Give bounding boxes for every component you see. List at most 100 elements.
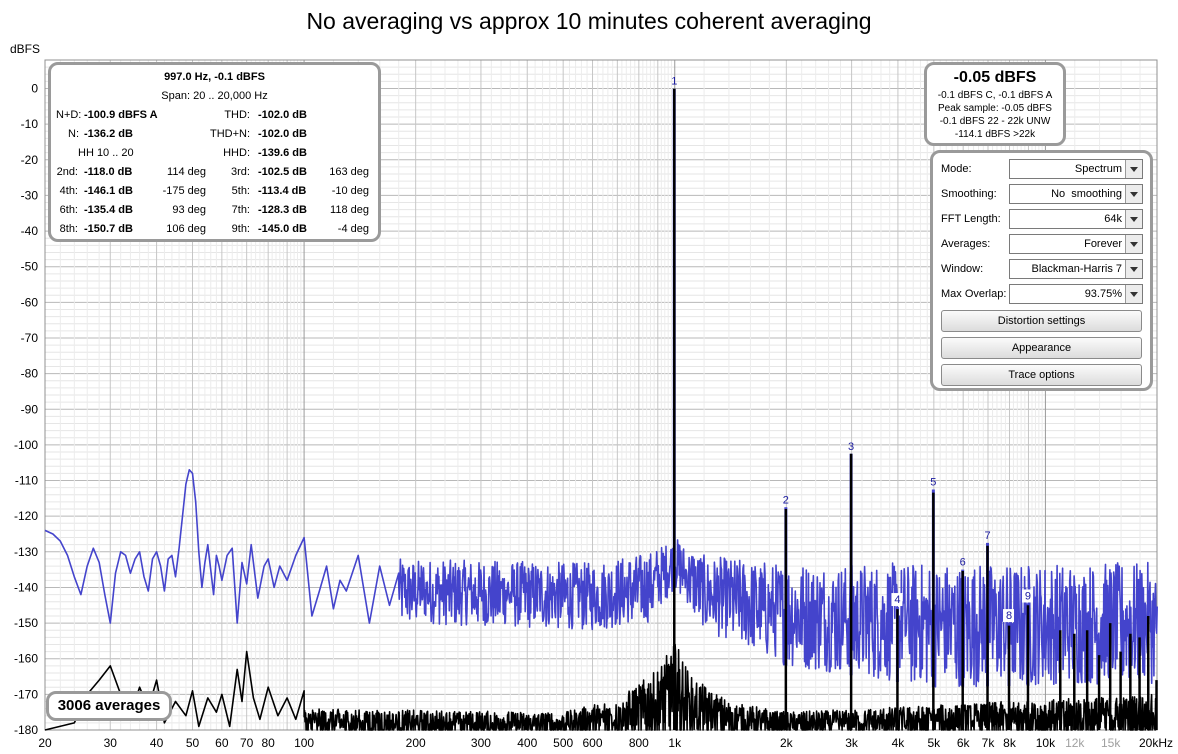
thd-value: -102.0 dB	[258, 109, 307, 121]
harmonic-marker-label: 5	[930, 476, 936, 488]
peak-level-panel: -0.05 dBFS -0.1 dBFS C, -0.1 dBFS A Peak…	[924, 62, 1066, 146]
harmonic-value: -135.4 dB	[84, 204, 133, 216]
harmonic-label: 4th:	[59, 185, 78, 197]
harmonic-label: 8th:	[59, 223, 78, 235]
hhd-label: HHD:	[223, 147, 250, 159]
x-tick-label: 600	[583, 736, 603, 750]
harmonic-marker-label: 9	[1025, 590, 1031, 602]
max-overlap-value: 93.75%	[1084, 288, 1122, 300]
y-tick-label: -120	[14, 509, 38, 523]
harmonic-label: 9th:	[231, 223, 250, 235]
harmonic-marker-label: 8	[1006, 610, 1012, 622]
appearance-button[interactable]: Appearance	[941, 337, 1142, 359]
harmonic-marker-box	[891, 593, 903, 607]
harmonic-phase: 93 deg	[172, 204, 206, 216]
fft-length-select[interactable]: 64k	[1009, 209, 1143, 229]
y-tick-label: -20	[21, 153, 39, 167]
x-tick-label: 80	[261, 736, 275, 750]
nd-value: -100.9 dBFS A	[84, 109, 158, 121]
max-overlap-row: Max Overlap: 93.75%	[941, 284, 1145, 305]
chart-title: No averaging vs approx 10 minutes cohere…	[306, 8, 872, 34]
x-tick-label: 800	[629, 736, 649, 750]
y-tick-label: -10	[21, 117, 39, 131]
mode-row: Mode: Spectrum	[941, 159, 1145, 180]
harmonic-value: -150.7 dB	[84, 223, 133, 235]
x-tick-label: 40	[150, 736, 164, 750]
peak-weighted-levels: -0.1 dBFS C, -0.1 dBFS A	[937, 90, 1053, 101]
thd-label: THD:	[224, 109, 250, 121]
averages-count-badge: 3006 averages	[46, 691, 172, 721]
averaged-trace-line	[44, 643, 1158, 731]
max-overlap-select[interactable]: 93.75%	[1009, 284, 1143, 304]
averages-select[interactable]: Forever	[1009, 234, 1143, 254]
harmonic-marker-label: 2	[783, 494, 789, 506]
y-tick-label: -100	[14, 438, 38, 452]
x-tick-label: 12k	[1065, 736, 1085, 750]
window-value: Blackman-Harris 7	[1031, 263, 1122, 275]
y-tick-label: -140	[14, 580, 38, 594]
harmonic-row: 4th: -146.1 dB -175 deg 5th: -113.4 dB -10 de…	[51, 182, 378, 201]
harmonic-phase: 118 deg	[330, 204, 369, 216]
averages-label: Averages:	[941, 238, 991, 250]
y-tick-label: -40	[21, 224, 39, 238]
distortion-settings-button[interactable]: Distortion settings	[941, 310, 1142, 332]
harmonic-markers: 1 2 3 4 5 6 7 8 9	[671, 76, 1033, 623]
averaged-trace	[44, 88, 1158, 731]
max-overlap-label: Max Overlap:	[941, 288, 1007, 300]
x-tick-label: 5k	[927, 736, 941, 750]
x-tick-label: 3k	[845, 736, 859, 750]
peak-sample-level: Peak sample: -0.05 dBFS	[938, 103, 1052, 114]
y-tick-label: -70	[21, 331, 39, 345]
fft-length-label: FFT Length:	[941, 213, 1001, 225]
stats-frequency-level: 997.0 Hz, -0.1 dBFS	[164, 71, 265, 83]
harmonic-marker-label: 1	[671, 76, 677, 88]
chevron-down-icon[interactable]	[1125, 185, 1142, 203]
stats-span: Span: 20 .. 20,000 Hz	[161, 90, 268, 102]
mode-select[interactable]: Spectrum	[1009, 159, 1143, 179]
harmonic-value: -146.1 dB	[84, 185, 133, 197]
harmonic-phase: 114 deg	[167, 166, 206, 178]
thdn-value: -102.0 dB	[258, 128, 307, 140]
trace-options-button[interactable]: Trace options	[941, 364, 1142, 386]
y-tick-label: -50	[21, 260, 39, 274]
x-tick-label: 30	[104, 736, 118, 750]
harmonic-phase: -10 deg	[331, 185, 369, 197]
window-label: Window:	[941, 263, 984, 275]
x-tick-label: 2k	[780, 736, 794, 750]
harmonic-phase: 163 deg	[329, 166, 369, 178]
harmonic-value: -145.0 dB	[258, 223, 307, 235]
harmonic-phase: -4 deg	[337, 223, 369, 235]
x-tick-label: 500	[553, 736, 573, 750]
harmonic-marker-box	[1021, 589, 1033, 603]
smoothing-select[interactable]: No smoothing	[1009, 184, 1143, 204]
harmonic-value: -102.5 dB	[258, 166, 307, 178]
harmonic-phase: 106 deg	[166, 223, 206, 235]
harmonic-row: 2nd: -118.0 dB 114 deg 3rd: -102.5 dB 163 deg	[51, 163, 378, 182]
chevron-down-icon[interactable]	[1125, 235, 1142, 253]
chevron-down-icon[interactable]	[1125, 210, 1142, 228]
mode-label: Mode:	[941, 163, 972, 175]
harmonic-label: 6th:	[59, 204, 78, 216]
averages-value: Forever	[1084, 238, 1122, 250]
x-tick-label: 400	[517, 736, 537, 750]
window-select[interactable]: Blackman-Harris 7	[1009, 259, 1143, 279]
n-label: N:	[68, 128, 79, 140]
y-tick-label: -30	[21, 188, 39, 202]
x-tick-label: 8k	[1003, 736, 1017, 750]
hh-range-label: HH 10 .. 20	[78, 147, 134, 159]
harmonic-label: 5th:	[231, 185, 250, 197]
x-tick-label: 50	[186, 736, 200, 750]
harmonic-row: 8th: -150.7 dB 106 deg 9th: -145.0 dB -4 deg	[51, 220, 378, 239]
smoothing-row: Smoothing: No smoothing	[941, 184, 1145, 205]
distortion-stats-panel: 997.0 Hz, -0.1 dBFS Span: 20 .. 20,000 H…	[48, 62, 381, 242]
x-tick-label: 20	[38, 736, 52, 750]
chevron-down-icon[interactable]	[1125, 260, 1142, 278]
peak-unweighted-level: -0.1 dBFS 22 - 22k UNW	[939, 116, 1051, 127]
x-tick-label: 4k	[892, 736, 906, 750]
chevron-down-icon[interactable]	[1125, 160, 1142, 178]
harmonic-marker-label: 6	[960, 557, 966, 569]
y-tick-label: -80	[21, 367, 39, 381]
plot-frame	[44, 59, 1158, 731]
chevron-down-icon[interactable]	[1125, 285, 1142, 303]
smoothing-label: Smoothing:	[941, 188, 997, 200]
